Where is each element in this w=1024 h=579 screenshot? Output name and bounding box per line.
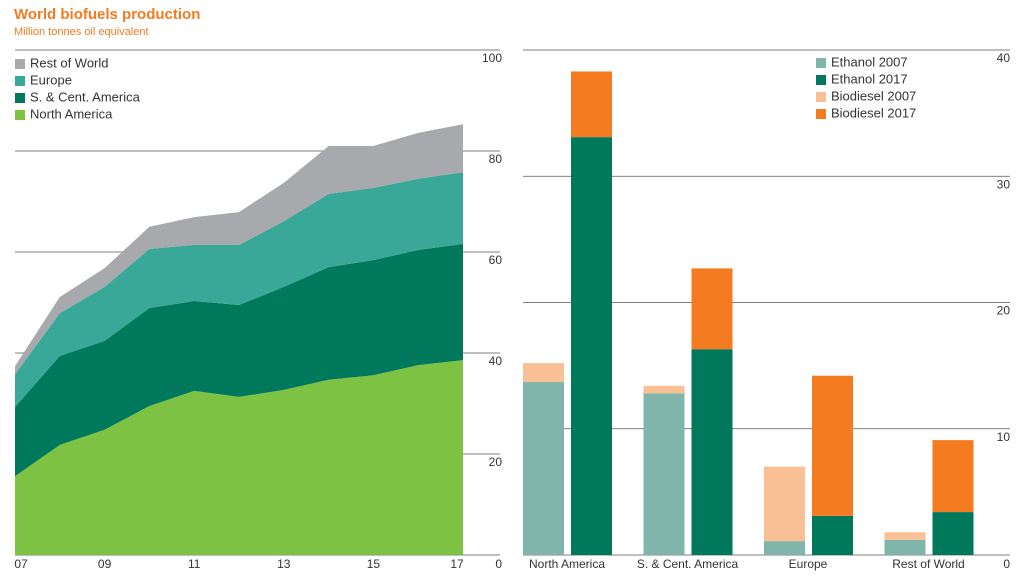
chart-title: World biofuels production [14,6,200,23]
area [15,124,463,375]
bar [643,393,685,555]
legend-label: North America [30,106,113,121]
y-tick-label: 10 [997,430,1011,444]
y-tick-label: 30 [997,177,1011,191]
bar [932,440,974,513]
y-tick-label: 80 [489,152,503,166]
bar [812,375,853,516]
bar [932,512,974,555]
area [15,172,463,408]
bar [764,541,805,555]
y-tick-label: 0 [1003,557,1010,571]
y-tick-label: 20 [997,304,1011,318]
bar [764,466,805,542]
legend-label: Biodiesel 2017 [831,105,916,120]
legend-label: Biodiesel 2007 [831,88,916,103]
x-tick-label: 13 [277,557,291,571]
legend-label: S. & Cent. America [30,89,141,104]
x-tick-label: 09 [98,557,112,571]
bar [691,268,733,350]
legend-swatch [15,59,25,69]
legend-swatch [816,75,826,85]
legend-swatch [15,110,25,120]
bar [523,382,564,555]
y-tick-label: 40 [489,354,503,368]
x-tick-label: 15 [367,557,381,571]
x-tick-label: Rest of World [892,557,964,571]
y-tick-label: 40 [997,51,1011,65]
legend-swatch [816,58,826,68]
legend-label: Rest of World [30,55,109,70]
x-tick-label: S. & Cent. America [637,557,739,571]
bar [691,349,733,555]
x-tick-label: Europe [789,557,828,571]
bar [571,71,612,138]
bar [643,385,685,394]
area [15,360,463,555]
bar [812,515,853,555]
bar [884,532,926,540]
legend-label: Ethanol 2017 [831,71,908,86]
chart-subtitle: Million tonnes oil equivalent [14,26,149,38]
bar [884,539,926,555]
bar [523,363,564,383]
legend-swatch [15,93,25,103]
x-tick-label: 17 [450,557,464,571]
y-tick-label: 100 [482,51,502,65]
legend-label: Europe [30,72,72,87]
y-tick-label: 60 [489,253,503,267]
legend-label: Ethanol 2007 [831,54,908,69]
legend-swatch [15,76,25,86]
y-tick-label: 0 [495,557,502,571]
x-tick-label: 07 [14,557,28,571]
legend-swatch [816,109,826,119]
y-tick-label: 20 [489,455,503,469]
legend-swatch [816,92,826,102]
area [15,243,463,477]
bar [571,137,612,556]
x-tick-label: North America [529,557,605,571]
x-tick-label: 11 [188,557,201,571]
